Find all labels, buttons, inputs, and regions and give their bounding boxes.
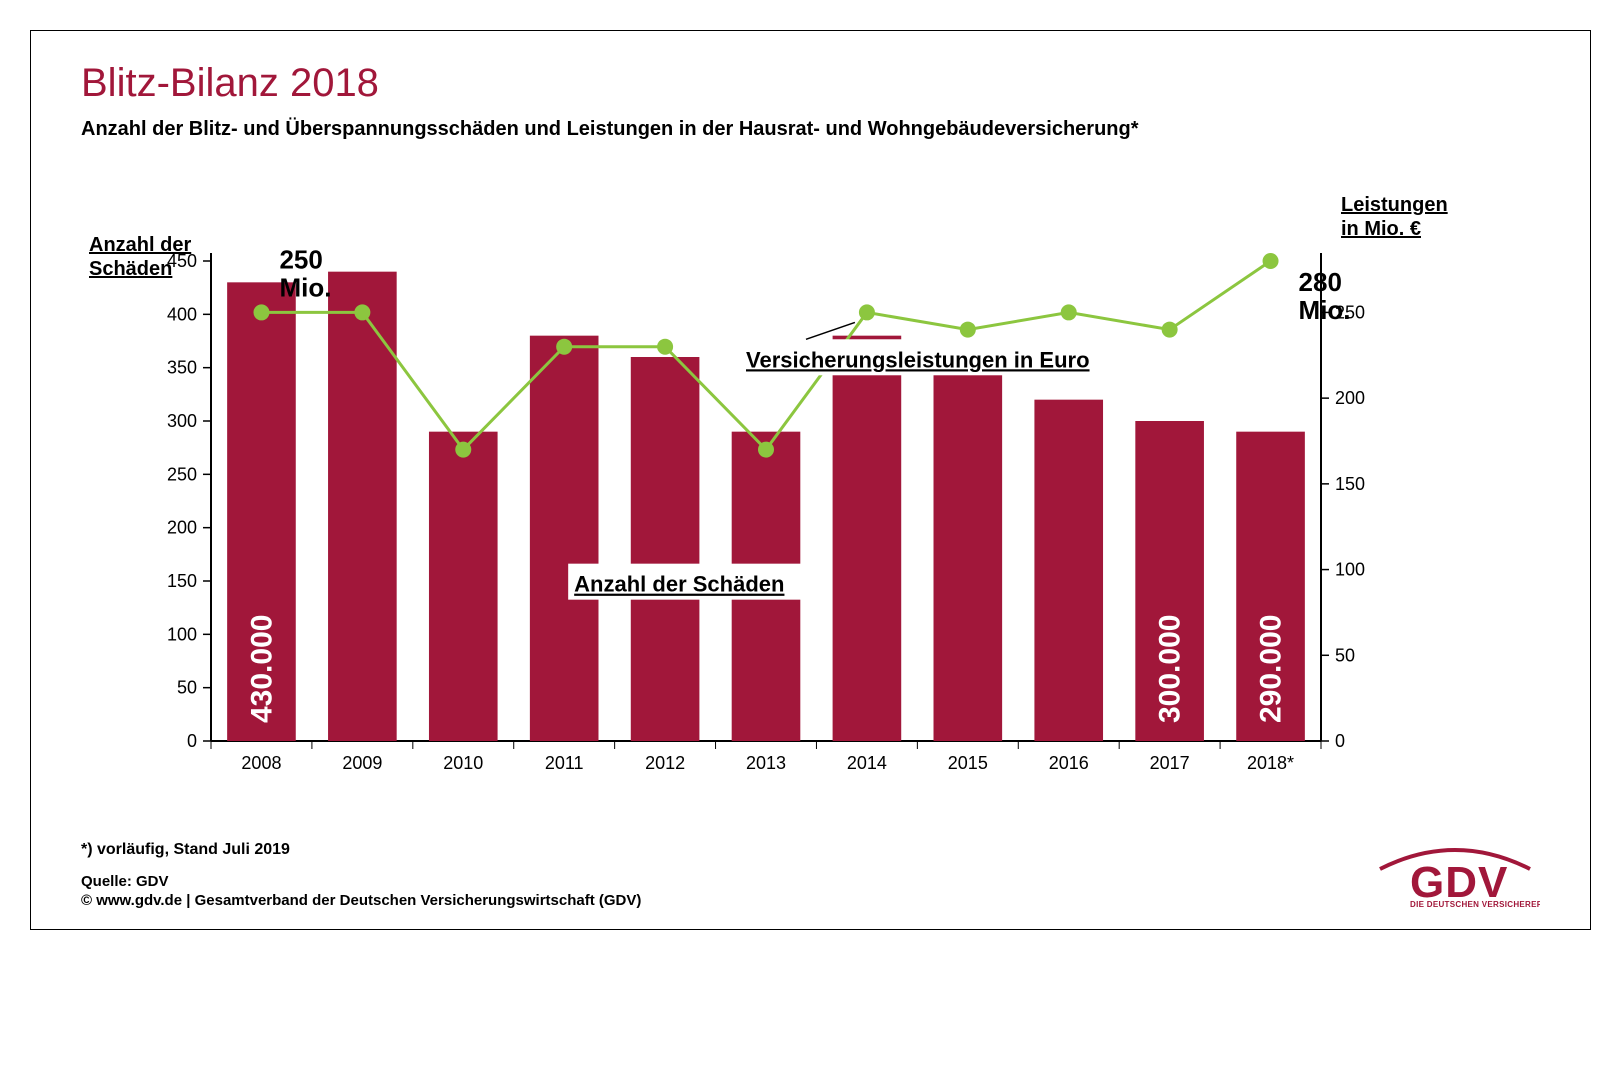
left-axis-title: Schäden bbox=[89, 258, 172, 280]
chart-frame: Blitz-Bilanz 2018 Anzahl der Blitz- und … bbox=[30, 30, 1591, 930]
bar bbox=[429, 432, 498, 741]
category-label: 2014 bbox=[847, 753, 887, 773]
footnote: *) vorläufig, Stand Juli 2019 bbox=[81, 841, 1540, 859]
category-label: 2016 bbox=[1049, 753, 1089, 773]
left-axis-title: Anzahl der bbox=[89, 234, 191, 256]
line-marker bbox=[859, 304, 875, 320]
bar bbox=[631, 357, 700, 741]
bar bbox=[328, 272, 397, 741]
last-callout-bottom: Mio. bbox=[1299, 295, 1351, 325]
line-marker bbox=[1162, 322, 1178, 338]
category-label: 2011 bbox=[545, 753, 584, 773]
line-marker bbox=[1061, 304, 1077, 320]
bar bbox=[833, 336, 902, 741]
right-axis-title: Leistungen bbox=[1341, 194, 1448, 216]
chart-area: 050100150200250300350400450Anzahl derSch… bbox=[81, 181, 1540, 821]
first-callout-top: 250 bbox=[279, 244, 322, 274]
left-tick-label: 300 bbox=[167, 411, 197, 431]
left-tick-label: 0 bbox=[187, 731, 197, 751]
first-callout-bottom: Mio. bbox=[279, 272, 331, 302]
category-label: 2017 bbox=[1150, 753, 1190, 773]
line-marker bbox=[253, 304, 269, 320]
left-tick-label: 350 bbox=[167, 358, 197, 378]
category-label: 2008 bbox=[241, 753, 281, 773]
category-label: 2018* bbox=[1247, 753, 1294, 773]
category-label: 2013 bbox=[746, 753, 786, 773]
last-callout-top: 280 bbox=[1299, 267, 1342, 297]
left-tick-label: 100 bbox=[167, 624, 197, 644]
left-tick-label: 250 bbox=[167, 464, 197, 484]
line-marker bbox=[657, 339, 673, 355]
bars-anno-text: Anzahl der Schäden bbox=[574, 572, 784, 597]
category-label: 2009 bbox=[342, 753, 382, 773]
right-axis-title: in Mio. € bbox=[1341, 218, 1421, 240]
line-marker bbox=[1263, 253, 1279, 269]
line-anno-text: Versicherungsleistungen in Euro bbox=[746, 347, 1090, 372]
category-label: 2010 bbox=[443, 753, 483, 773]
category-label: 2012 bbox=[645, 753, 685, 773]
left-tick-label: 400 bbox=[167, 304, 197, 324]
right-tick-label: 200 bbox=[1335, 388, 1365, 408]
bar bbox=[530, 336, 599, 741]
right-tick-label: 50 bbox=[1335, 645, 1355, 665]
bar-value-label: 290.000 bbox=[1255, 615, 1288, 723]
category-label: 2015 bbox=[948, 753, 988, 773]
line-marker bbox=[354, 304, 370, 320]
bar bbox=[934, 368, 1003, 741]
chart-svg: 050100150200250300350400450Anzahl derSch… bbox=[81, 181, 1481, 821]
left-tick-label: 50 bbox=[177, 678, 197, 698]
gdv-logo: GDV DIE DEUTSCHEN VERSICHERER bbox=[1370, 839, 1540, 909]
bar bbox=[1034, 400, 1103, 741]
bar-value-label: 300.000 bbox=[1154, 615, 1187, 723]
bar-value-label: 430.000 bbox=[245, 615, 278, 723]
left-tick-label: 150 bbox=[167, 571, 197, 591]
line-marker bbox=[960, 322, 976, 338]
left-tick-label: 200 bbox=[167, 518, 197, 538]
copyright-line: © www.gdv.de | Gesamtverband der Deutsch… bbox=[81, 892, 1540, 909]
right-tick-label: 100 bbox=[1335, 560, 1365, 580]
line-marker bbox=[455, 442, 471, 458]
chart-subtitle: Anzahl der Blitz- und Überspannungsschäd… bbox=[81, 118, 1540, 141]
line-marker bbox=[556, 339, 572, 355]
right-tick-label: 0 bbox=[1335, 731, 1345, 751]
chart-title: Blitz-Bilanz 2018 bbox=[81, 61, 1540, 106]
line-marker bbox=[758, 442, 774, 458]
source-line: Quelle: GDV bbox=[81, 873, 1540, 890]
svg-text:DIE DEUTSCHEN VERSICHERER: DIE DEUTSCHEN VERSICHERER bbox=[1410, 900, 1540, 909]
right-tick-label: 150 bbox=[1335, 474, 1365, 494]
